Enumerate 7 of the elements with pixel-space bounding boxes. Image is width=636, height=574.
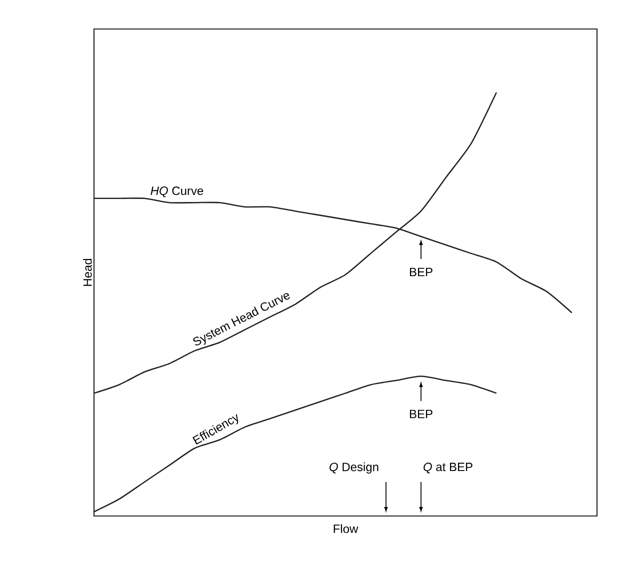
annotation: Q at BEP bbox=[424, 462, 472, 474]
y-axis-title: Head bbox=[82, 258, 92, 286]
annotation: BEP bbox=[410, 268, 432, 276]
series-label: HQ Curve bbox=[150, 186, 204, 198]
annotation: Q Design bbox=[330, 462, 378, 474]
annotation: BEP bbox=[410, 410, 432, 418]
x-axis-title: Flow bbox=[334, 524, 358, 534]
